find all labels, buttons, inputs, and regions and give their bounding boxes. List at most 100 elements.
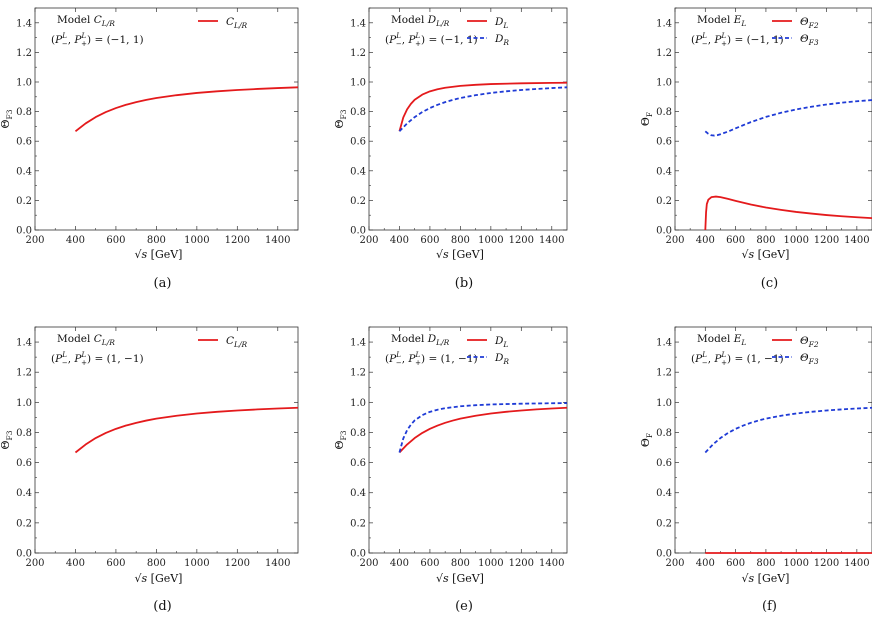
- y-tick-label: 0.2: [350, 196, 366, 207]
- legend-label: ΘF2: [800, 335, 819, 349]
- series-line-1: [704, 99, 872, 137]
- model-annotation: Model DL/R: [391, 333, 450, 347]
- x-tick-label: 600: [420, 558, 439, 569]
- y-tick-label: 1.4: [350, 338, 366, 349]
- y-tick-label: 0.4: [350, 488, 366, 499]
- y-tick-label: 0.8: [16, 107, 32, 118]
- y-tick-label: 0.6: [656, 458, 672, 469]
- legend-label: DL: [494, 16, 508, 30]
- y-tick-label: 1.0: [16, 78, 32, 89]
- polarization-annotation: (PL −, PL +) = (1, −1): [385, 351, 478, 367]
- x-tick-label: 200: [665, 235, 684, 246]
- panel-caption: (d): [153, 599, 171, 614]
- y-tick-label: 1.0: [656, 78, 672, 89]
- x-tick-label: 600: [420, 235, 439, 246]
- series-line-1: [704, 406, 872, 454]
- y-axis-label: ΘF3: [0, 430, 14, 449]
- y-tick-label: 0.8: [656, 428, 672, 439]
- y-tick-label: 1.0: [656, 398, 672, 409]
- x-tick-label: 400: [390, 235, 409, 246]
- chart-panel-f: 200 400 600 800 1000 1200 1400 0.0 0.2 0.4 0.6 0.8 1…: [639, 326, 872, 614]
- y-tick-label: 1.2: [656, 368, 672, 379]
- series-line-0: [398, 406, 568, 454]
- polarization-annotation: (PL −, PL +) = (1, −1): [691, 351, 784, 367]
- x-tick-label: 800: [147, 235, 166, 246]
- x-tick-label: 800: [756, 235, 775, 246]
- y-tick-label: 0.4: [16, 166, 32, 177]
- x-tick-label: 600: [106, 235, 125, 246]
- y-tick-label: 1.4: [16, 18, 32, 29]
- x-tick-label: 1000: [184, 235, 209, 246]
- x-axis-label: √s [GeV]: [436, 248, 484, 261]
- y-axis-label: ΘF3: [0, 109, 14, 128]
- polarization-annotation: (PL −, PL +) = (1, −1): [51, 351, 144, 367]
- y-tick-label: 0.0: [656, 226, 672, 237]
- legend-label: ΘF3: [800, 33, 819, 47]
- x-tick-label: 1200: [509, 558, 534, 569]
- y-tick-label: 0.6: [16, 137, 32, 148]
- x-tick-label: 800: [451, 558, 470, 569]
- x-tick-label: 1400: [265, 558, 290, 569]
- x-tick-label: 1400: [539, 235, 564, 246]
- x-tick-label: 1200: [509, 235, 534, 246]
- series-line-0: [398, 81, 568, 132]
- y-tick-label: 0.6: [350, 458, 366, 469]
- x-tick-label: 800: [451, 235, 470, 246]
- y-tick-label: 0.2: [16, 518, 32, 529]
- y-tick-label: 0.2: [350, 518, 366, 529]
- chart-panel-a: 200 400 600 800 1000 1200 1400 0.0 0.2 0.4 0.6 0.8 1…: [0, 7, 299, 291]
- x-tick-label: 1000: [784, 558, 809, 569]
- x-tick-label: 200: [25, 558, 44, 569]
- y-tick-label: 0.0: [16, 549, 32, 560]
- y-tick-label: 1.2: [350, 368, 366, 379]
- polarization-annotation: (PL −, PL +) = (−1, 1): [385, 32, 478, 48]
- x-tick-label: 600: [726, 558, 745, 569]
- series-line-0: [704, 195, 872, 231]
- x-tick-label: 1200: [814, 235, 839, 246]
- legend-label: DR: [494, 33, 509, 47]
- y-axis-label: ΘF: [639, 433, 654, 447]
- y-tick-label: 0.8: [656, 107, 672, 118]
- y-tick-label: 1.4: [350, 18, 366, 29]
- y-axis-label: ΘF3: [333, 109, 348, 128]
- plot-frame: [34, 7, 299, 231]
- plot-frame: [674, 7, 872, 231]
- y-tick-label: 0.8: [350, 107, 366, 118]
- y-tick-label: 0.4: [656, 488, 672, 499]
- y-tick-label: 0.2: [656, 196, 672, 207]
- y-tick-label: 1.4: [656, 338, 672, 349]
- y-axis-label: ΘF: [639, 112, 654, 126]
- model-annotation: Model DL/R: [391, 14, 450, 28]
- y-tick-label: 0.0: [656, 549, 672, 560]
- x-tick-label: 400: [66, 558, 85, 569]
- x-tick-label: 400: [696, 235, 715, 246]
- y-tick-label: 1.0: [350, 78, 366, 89]
- x-tick-label: 1000: [784, 235, 809, 246]
- plot-frame: [34, 326, 299, 554]
- y-axis-label: ΘF3: [333, 430, 348, 449]
- y-tick-label: 0.2: [656, 518, 672, 529]
- legend-label: DL: [494, 335, 508, 349]
- x-tick-label: 800: [756, 558, 775, 569]
- x-tick-label: 800: [147, 558, 166, 569]
- panel-caption: (f): [762, 599, 777, 614]
- legend-label: DR: [494, 352, 509, 366]
- y-tick-label: 1.4: [16, 338, 32, 349]
- series-line-0: [74, 406, 299, 454]
- y-tick-label: 0.6: [16, 458, 32, 469]
- series-line-1: [398, 86, 568, 132]
- legend-label: CL/R: [226, 335, 248, 349]
- legend-label: CL/R: [226, 16, 248, 30]
- model-annotation: Model EL: [697, 333, 746, 347]
- x-axis-label: √s [GeV]: [135, 248, 183, 261]
- x-axis-label: √s [GeV]: [742, 248, 790, 261]
- chart-panel-b: 200 400 600 800 1000 1200 1400 0.0 0.2 0.4 0.6 0.8 1…: [333, 7, 568, 291]
- x-tick-label: 400: [66, 235, 85, 246]
- y-tick-label: 1.2: [16, 368, 32, 379]
- x-tick-label: 1000: [478, 558, 503, 569]
- y-tick-label: 1.0: [16, 398, 32, 409]
- chart-panel-e: 200 400 600 800 1000 1200 1400 0.0 0.2 0.4 0.6 0.8 1…: [333, 326, 568, 614]
- series-line-0: [74, 86, 299, 132]
- y-tick-label: 0.4: [656, 166, 672, 177]
- y-tick-label: 0.4: [350, 166, 366, 177]
